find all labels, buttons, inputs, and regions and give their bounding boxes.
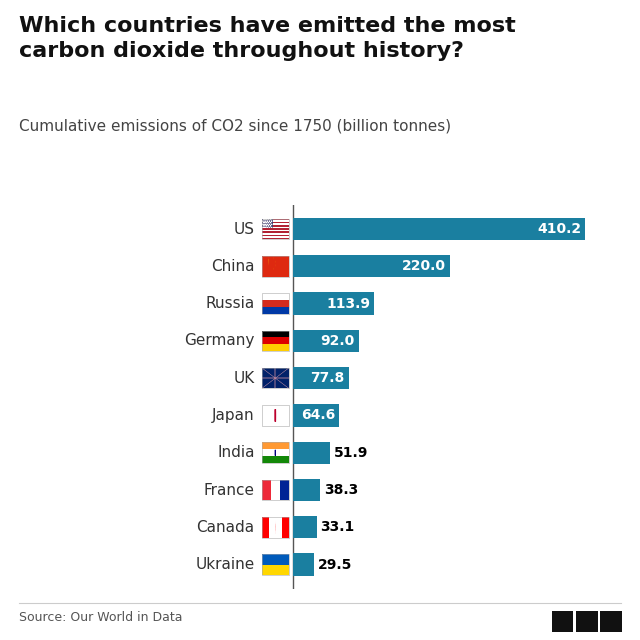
Bar: [262, 219, 273, 228]
Bar: [262, 554, 289, 575]
Bar: [293, 404, 339, 427]
Text: Which countries have emitted the most
carbon dioxide throughout history?: Which countries have emitted the most ca…: [19, 16, 516, 61]
Bar: [262, 368, 289, 388]
Bar: [262, 368, 289, 388]
Text: China: China: [211, 259, 255, 274]
Text: Ukraine: Ukraine: [195, 557, 255, 572]
Bar: [262, 227, 289, 228]
Bar: [262, 337, 289, 344]
Bar: [271, 480, 280, 500]
Bar: [262, 307, 289, 314]
Bar: [262, 230, 289, 232]
Bar: [293, 255, 450, 278]
Bar: [262, 517, 289, 538]
Bar: [262, 219, 289, 239]
Text: B: B: [582, 615, 591, 628]
Bar: [262, 517, 269, 538]
Text: 77.8: 77.8: [310, 371, 344, 385]
Bar: [293, 442, 330, 464]
Text: 220.0: 220.0: [401, 259, 445, 273]
Bar: [262, 442, 289, 449]
Text: India: India: [217, 445, 255, 460]
Bar: [262, 449, 289, 456]
Text: 51.9: 51.9: [333, 445, 368, 460]
Text: B: B: [558, 615, 567, 628]
Bar: [262, 293, 289, 314]
Text: France: France: [204, 483, 255, 497]
Bar: [293, 554, 314, 576]
Text: Russia: Russia: [205, 296, 255, 311]
Bar: [262, 236, 289, 237]
Bar: [262, 456, 289, 463]
Bar: [293, 218, 586, 240]
Bar: [262, 220, 289, 222]
Bar: [262, 344, 289, 351]
Text: Germany: Germany: [184, 333, 255, 348]
Text: Source: Our World in Data: Source: Our World in Data: [19, 611, 182, 624]
Bar: [293, 330, 358, 352]
Bar: [293, 479, 321, 501]
Bar: [262, 405, 289, 426]
Bar: [262, 233, 289, 235]
Text: US: US: [234, 221, 255, 237]
Bar: [262, 480, 289, 500]
Bar: [293, 292, 374, 315]
Bar: [262, 442, 289, 463]
Bar: [293, 367, 349, 389]
Text: UK: UK: [234, 371, 255, 386]
Bar: [262, 517, 289, 538]
Bar: [262, 300, 289, 307]
Bar: [262, 480, 271, 500]
Bar: [262, 331, 289, 351]
Bar: [262, 293, 289, 300]
Bar: [280, 480, 289, 500]
Bar: [293, 516, 317, 538]
Text: Canada: Canada: [196, 520, 255, 535]
Text: 38.3: 38.3: [324, 483, 358, 497]
Bar: [262, 405, 289, 426]
Text: C: C: [607, 615, 616, 628]
Bar: [262, 219, 289, 239]
Text: 33.1: 33.1: [320, 520, 355, 534]
Bar: [262, 223, 289, 225]
Text: 29.5: 29.5: [317, 557, 352, 572]
Text: 410.2: 410.2: [537, 222, 581, 236]
Bar: [262, 228, 289, 230]
Bar: [262, 256, 289, 276]
Text: Japan: Japan: [212, 408, 255, 423]
Bar: [262, 554, 289, 564]
Text: Cumulative emissions of CO2 since 1750 (billion tonnes): Cumulative emissions of CO2 since 1750 (…: [19, 118, 451, 133]
Bar: [262, 331, 289, 337]
Bar: [262, 225, 289, 227]
Bar: [262, 564, 289, 575]
Text: 113.9: 113.9: [326, 296, 370, 310]
Text: 64.6: 64.6: [301, 408, 335, 422]
Text: 92.0: 92.0: [320, 334, 355, 348]
Bar: [282, 517, 289, 538]
Bar: [262, 235, 289, 236]
Bar: [262, 232, 289, 233]
Bar: [262, 219, 289, 220]
Bar: [262, 222, 289, 223]
Bar: [262, 237, 289, 239]
Bar: [262, 256, 289, 276]
